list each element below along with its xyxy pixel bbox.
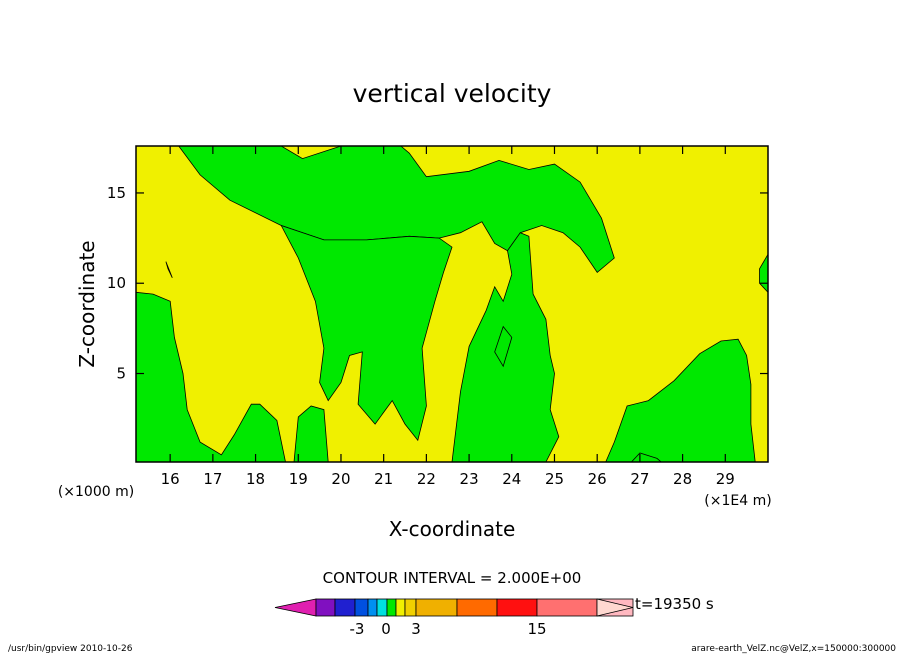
legend-cell (404, 598, 417, 617)
x-tick-label: 18 (246, 470, 265, 488)
legend-label: 0 (381, 620, 391, 638)
x-unit-note: (×1E4 m) (704, 493, 771, 509)
legend-cell (395, 598, 406, 617)
y-axis: 5 10 15 (107, 184, 768, 383)
x-tick-label: 21 (374, 470, 393, 488)
legend-cell (415, 598, 458, 617)
legend-cell (456, 598, 498, 617)
x-tick-label: 16 (161, 470, 180, 488)
legend-cell (334, 598, 356, 617)
negative-region-4 (293, 405, 329, 462)
x-tick-label: 23 (460, 470, 479, 488)
y-axis-label: Z-coordinate (75, 240, 99, 367)
y-tick-label: 10 (107, 274, 126, 292)
plot-frame (135, 145, 769, 463)
legend-cell (274, 598, 317, 617)
chart-title: vertical velocity (353, 79, 552, 108)
x-tick-label: 28 (673, 470, 692, 488)
x-tick-label: 24 (502, 470, 521, 488)
negative-region-3 (136, 291, 286, 462)
x-tick-label: 17 (203, 470, 222, 488)
legend-label: 3 (411, 620, 421, 638)
y-unit-note: (×1000 m) (58, 484, 134, 500)
negative-region-5 (605, 338, 756, 462)
x-tick-label: 27 (630, 470, 649, 488)
x-axis: 16 17 18 19 20 21 22 23 24 25 26 27 28 29 (161, 146, 735, 488)
negative-region-1 (280, 224, 453, 442)
legend-cell (536, 598, 598, 617)
negative-region-7 (165, 261, 173, 278)
contour-interval-text: CONTOUR INTERVAL = 2.000E+00 (323, 569, 582, 587)
x-axis-label: X-coordinate (389, 517, 516, 541)
legend-cell (386, 598, 397, 617)
x-tick-label: 22 (417, 470, 436, 488)
legend-cell (376, 598, 388, 617)
x-tick-label: 26 (588, 470, 607, 488)
y-tick-label: 15 (107, 184, 126, 202)
x-tick-label: 19 (289, 470, 308, 488)
legend-time-label: t=19350 s (635, 595, 714, 613)
negative-region-9 (630, 452, 662, 462)
x-tick-label: 29 (716, 470, 735, 488)
legend-cell (367, 598, 378, 617)
color-legend: -3 0 3 15 (274, 598, 634, 638)
legend-cell (496, 598, 538, 617)
legend-label: -3 (350, 620, 365, 638)
legend-label: 15 (527, 620, 546, 638)
negative-region-8 (494, 325, 513, 368)
x-tick-label: 20 (331, 470, 350, 488)
velocity-field (136, 146, 768, 462)
footer-left-text: /usr/bin/gpview 2010-10-26 (8, 644, 133, 654)
legend-cell (596, 598, 634, 617)
footer-right-text: arare-earth_VelZ.nc@VelZ,x=150000:300000 (691, 644, 896, 654)
x-tick-label: 25 (545, 470, 564, 488)
legend-cell (354, 598, 369, 617)
legend-cell (315, 598, 336, 617)
y-tick-label: 5 (116, 365, 126, 383)
